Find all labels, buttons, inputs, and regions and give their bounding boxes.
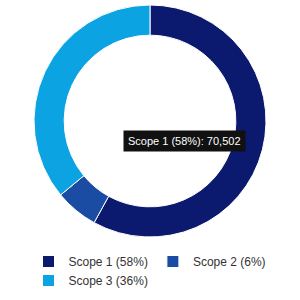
svg-text:Scope 3 (36%): Scope 3 (36%) <box>69 274 148 288</box>
svg-text:Scope 2 (6%): Scope 2 (6%) <box>193 255 266 269</box>
svg-text:Scope 1 (58%): Scope 1 (58%) <box>69 255 148 269</box>
svg-text:Scope 1 (58%): 70,502: Scope 1 (58%): 70,502 <box>128 135 241 147</box>
